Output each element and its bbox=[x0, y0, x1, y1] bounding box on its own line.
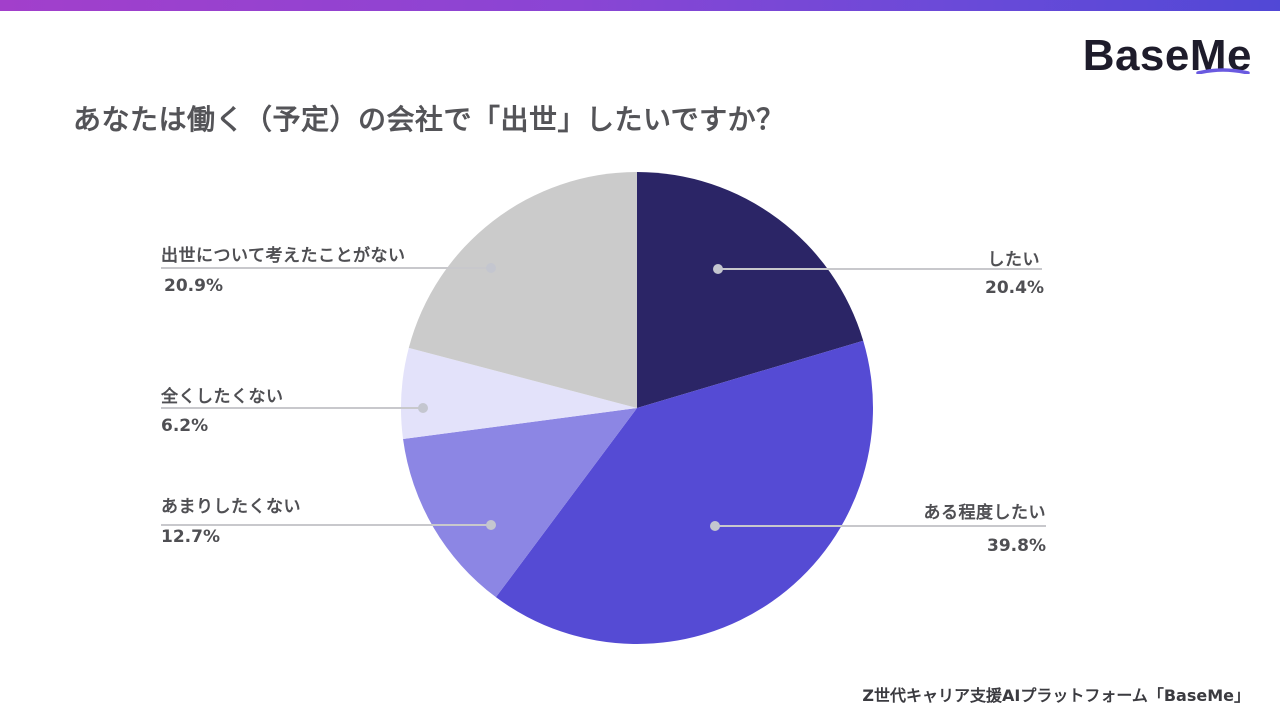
pie-slice bbox=[401, 347, 637, 440]
leader-dot-icon bbox=[710, 521, 720, 531]
value-mattaku-shitakunai: 6.2% bbox=[161, 416, 209, 436]
label-shitai: したい bbox=[987, 250, 1040, 270]
leader-dot-icon bbox=[418, 403, 428, 413]
value-amari-shitakunai: 12.7% bbox=[161, 527, 220, 547]
label-amari-shitakunai: あまりしたくない bbox=[161, 497, 301, 517]
value-shitai: 20.4% bbox=[985, 278, 1044, 298]
logo-swoosh-icon bbox=[1196, 68, 1250, 74]
leader-dot-icon bbox=[713, 264, 723, 274]
footer-caption: Z世代キャリア支援AIプラットフォーム「BaseMe」 bbox=[862, 686, 1250, 705]
leader-dot-icon bbox=[486, 520, 496, 530]
pie-slice bbox=[637, 172, 864, 408]
leader-dot-icon bbox=[486, 263, 496, 273]
label-aruteido-shitai: ある程度したい bbox=[923, 503, 1046, 523]
pie-slice bbox=[495, 340, 874, 644]
top-accent-bar bbox=[0, 0, 1280, 11]
pie-slices bbox=[401, 172, 874, 644]
page-title: あなたは働く（予定）の会社で「出世」したいですか？ bbox=[73, 103, 785, 136]
pie-slice bbox=[408, 172, 637, 408]
value-aruteido-shitai: 39.8% bbox=[987, 536, 1046, 556]
pie-slice bbox=[403, 408, 637, 598]
baseme-logo: BaseMe bbox=[1082, 31, 1252, 80]
value-kangaeta-koto-ganai: 20.9% bbox=[164, 276, 223, 296]
label-mattaku-shitakunai: 全くしたくない bbox=[161, 387, 284, 407]
leader-lines bbox=[161, 263, 1046, 531]
label-kangaeta-koto-ganai: 出世について考えたことがない bbox=[161, 246, 406, 266]
